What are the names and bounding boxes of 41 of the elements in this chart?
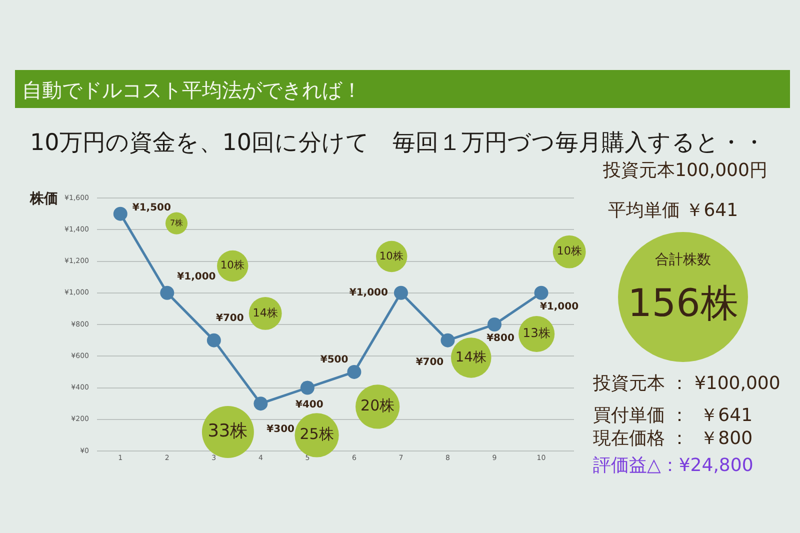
annotation: 14株 bbox=[455, 349, 487, 366]
y-axis-title: 株価 bbox=[30, 190, 58, 208]
annotation: 20株 bbox=[360, 396, 395, 415]
data-label: ¥1,500 bbox=[132, 202, 172, 214]
text: 現在価格 ： ￥800 bbox=[593, 428, 753, 450]
data-label: ¥1,000 bbox=[349, 287, 388, 298]
text: 投資元本 ： ¥100,000 bbox=[593, 373, 780, 395]
point bbox=[160, 286, 174, 300]
point bbox=[254, 396, 268, 411]
text: 投資元本100,000円 bbox=[603, 160, 768, 182]
annotation: 10株 bbox=[379, 249, 404, 262]
data-label: ¥700 bbox=[416, 356, 444, 368]
chart-title: 自動でドルコスト平均法ができれば！ bbox=[22, 78, 362, 102]
text: 平均単価 ￥641 bbox=[608, 200, 738, 222]
annotation: 13株 bbox=[522, 326, 550, 340]
data-label: ¥300 bbox=[266, 424, 295, 436]
text: 合計株数 bbox=[655, 252, 711, 268]
point bbox=[488, 318, 502, 332]
annotation: 14株 bbox=[252, 306, 278, 320]
text: 買付単価 ： ￥641 bbox=[593, 405, 753, 427]
data-label: ¥800 bbox=[486, 333, 514, 344]
annotation: 10株 bbox=[556, 244, 582, 258]
point bbox=[534, 286, 548, 300]
text: 評価益△：¥24,800 bbox=[593, 455, 754, 477]
data-label: ¥700 bbox=[216, 312, 244, 324]
annotation: 25株 bbox=[300, 425, 334, 444]
annotation: 33株 bbox=[208, 422, 248, 442]
point bbox=[300, 380, 314, 395]
data-label: ¥500 bbox=[320, 354, 348, 366]
point bbox=[440, 333, 455, 348]
chart-subtitle: 10万円の資金を、10回に分けて 毎回１万円づつ毎月購入すると・・ bbox=[30, 129, 766, 157]
point bbox=[394, 286, 408, 300]
data-label: ¥1,000 bbox=[540, 301, 579, 312]
annotation: 10株 bbox=[220, 258, 245, 272]
text: 156株 bbox=[628, 281, 738, 325]
point bbox=[347, 364, 362, 379]
data-label: ¥1,000 bbox=[177, 271, 216, 282]
annotation: 7株 bbox=[170, 218, 184, 228]
point bbox=[206, 333, 221, 348]
data-label: ¥400 bbox=[296, 399, 324, 410]
point bbox=[113, 206, 128, 221]
